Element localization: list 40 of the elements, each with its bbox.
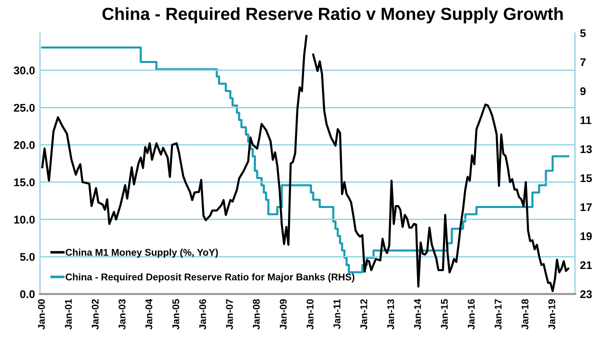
y-tick-label: 30.0 — [14, 66, 35, 74]
y2-tick-label: 19 — [580, 232, 592, 240]
y2-tick-label: 7 — [580, 58, 586, 66]
y2-tick-label: 9 — [580, 87, 586, 96]
x-tick-label: Jan-04 — [145, 298, 152, 330]
x-tick-label: Jan-07 — [226, 299, 233, 330]
legend-label: China - Required Deposit Reserve Ratio for Major Banks (RHS) — [66, 273, 354, 282]
x-tick-label: Jan-19 — [548, 299, 556, 330]
y2-tick-label: 21 — [580, 261, 592, 270]
y-tick-label: 5.0 — [20, 252, 35, 261]
x-tick-label: Jan-03 — [118, 299, 126, 330]
y-tick-label: 15.0 — [14, 178, 35, 186]
x-tick-label: Jan-16 — [468, 299, 475, 330]
y-tick-label: 20.0 — [14, 141, 35, 149]
y2-tick-label: 23 — [580, 290, 592, 298]
x-tick-label: Jan-02 — [92, 299, 99, 330]
x-tick-label: Jan-11 — [334, 299, 340, 329]
x-tick-label: Jan-00 — [38, 299, 45, 330]
x-tick-label: Jan-13 — [387, 299, 394, 330]
x-tick-label: Jan-08 — [252, 299, 260, 330]
chart-title: China - Required Reserve Ratio v Money Supply Growth — [102, 7, 563, 24]
x-tick-label: Jan-18 — [522, 299, 528, 330]
x-tick-label: Jan-10 — [306, 299, 314, 330]
x-tick-label: Jan-12 — [360, 299, 368, 330]
y-tick-label: 10.0 — [14, 216, 35, 224]
x-tick-label: Jan-17 — [494, 299, 502, 330]
y-tick-label: 0.0 — [20, 290, 35, 298]
y2-tick-label: 17 — [580, 203, 592, 212]
x-tick-label: Jan-14 — [414, 298, 421, 330]
x-tick-label: Jan-06 — [199, 299, 206, 330]
y2-tick-label: 5 — [580, 29, 586, 38]
y2-tick-label: 13 — [580, 145, 592, 154]
y-tick-label: 25.0 — [14, 104, 35, 112]
x-tick-label: Jan-09 — [280, 299, 287, 330]
y2-tick-label: 15 — [580, 174, 592, 182]
x-tick-label: Jan-05 — [172, 299, 180, 330]
x-tick-label: Jan-01 — [64, 299, 72, 330]
y2-tick-label: 11 — [580, 116, 592, 124]
legend-label: China M1 Money Supply (%, YoY) — [66, 248, 218, 258]
x-tick-label: Jan-15 — [441, 299, 448, 330]
